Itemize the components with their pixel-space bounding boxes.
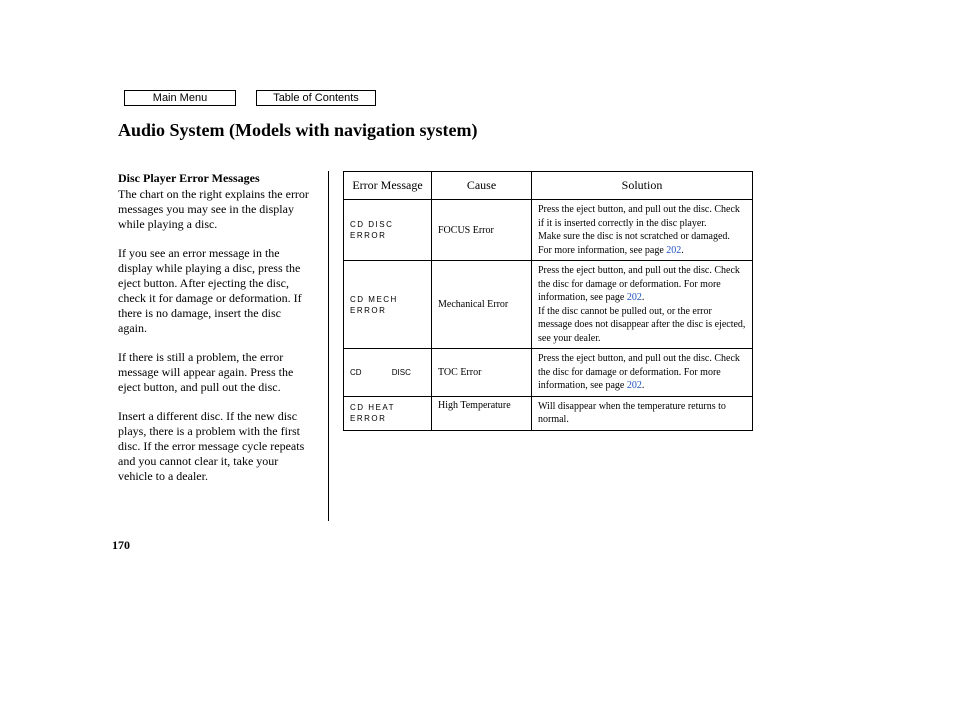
section-subhead: Disc Player Error Messages [118,171,310,186]
page-title: Audio System (Models with navigation sys… [118,120,874,141]
solution-text: If the disc cannot be pulled out, or the… [538,306,745,344]
nav-button-row: Main Menu Table of Contents [124,90,874,106]
cause-cell: Mechanical Error [432,261,532,349]
right-column: Error Message Cause Solution CD DISC ERR… [343,171,874,521]
error-code: CD DISC [350,368,411,377]
manual-page: Main Menu Table of Contents Audio System… [0,0,954,561]
cause-cell: TOC Error [432,349,532,397]
solution-cell: Will disappear when the temperature retu… [532,396,753,430]
header-solution: Solution [532,172,753,200]
main-menu-button[interactable]: Main Menu [124,90,236,106]
table-row: CD HEAT ERROR High Temperature Will disa… [344,396,753,430]
table-row: CD MECH ERROR Mechanical Error Press the… [344,261,753,349]
page-link[interactable]: 202 [627,380,642,391]
paragraph: If there is still a problem, the error m… [118,350,310,395]
solution-cell: Press the eject button, and pull out the… [532,261,753,349]
page-link[interactable]: 202 [627,292,642,303]
table-row: CD DISC TOC Error Press the eject button… [344,349,753,397]
solution-text: Press the eject button, and pull out the… [538,204,740,229]
column-divider [328,171,329,521]
table-of-contents-button[interactable]: Table of Contents [256,90,376,106]
header-error-message: Error Message [344,172,432,200]
cause-cell: FOCUS Error [432,200,532,261]
header-cause: Cause [432,172,532,200]
error-code: CD DISC ERROR [350,220,393,240]
error-code: CD HEAT ERROR [350,403,395,423]
table-header-row: Error Message Cause Solution [344,172,753,200]
error-messages-table: Error Message Cause Solution CD DISC ERR… [343,171,753,431]
solution-cell: Press the eject button, and pull out the… [532,200,753,261]
paragraph: Insert a different disc. If the new disc… [118,409,310,484]
solution-text: Make sure the disc is not scratched or d… [538,231,730,242]
paragraph: The chart on the right explains the erro… [118,187,310,232]
page-number: 170 [112,538,130,553]
page-link[interactable]: 202 [666,245,681,256]
left-column: Disc Player Error Messages The chart on … [118,171,328,521]
error-code: CD MECH ERROR [350,295,398,315]
solution-cell: Press the eject button, and pull out the… [532,349,753,397]
paragraph: If you see an error message in the displ… [118,246,310,336]
cause-cell: High Temperature [432,396,532,430]
solution-text: For more information, see page [538,245,666,256]
content-area: Disc Player Error Messages The chart on … [118,171,874,521]
table-row: CD DISC ERROR FOCUS Error Press the ejec… [344,200,753,261]
